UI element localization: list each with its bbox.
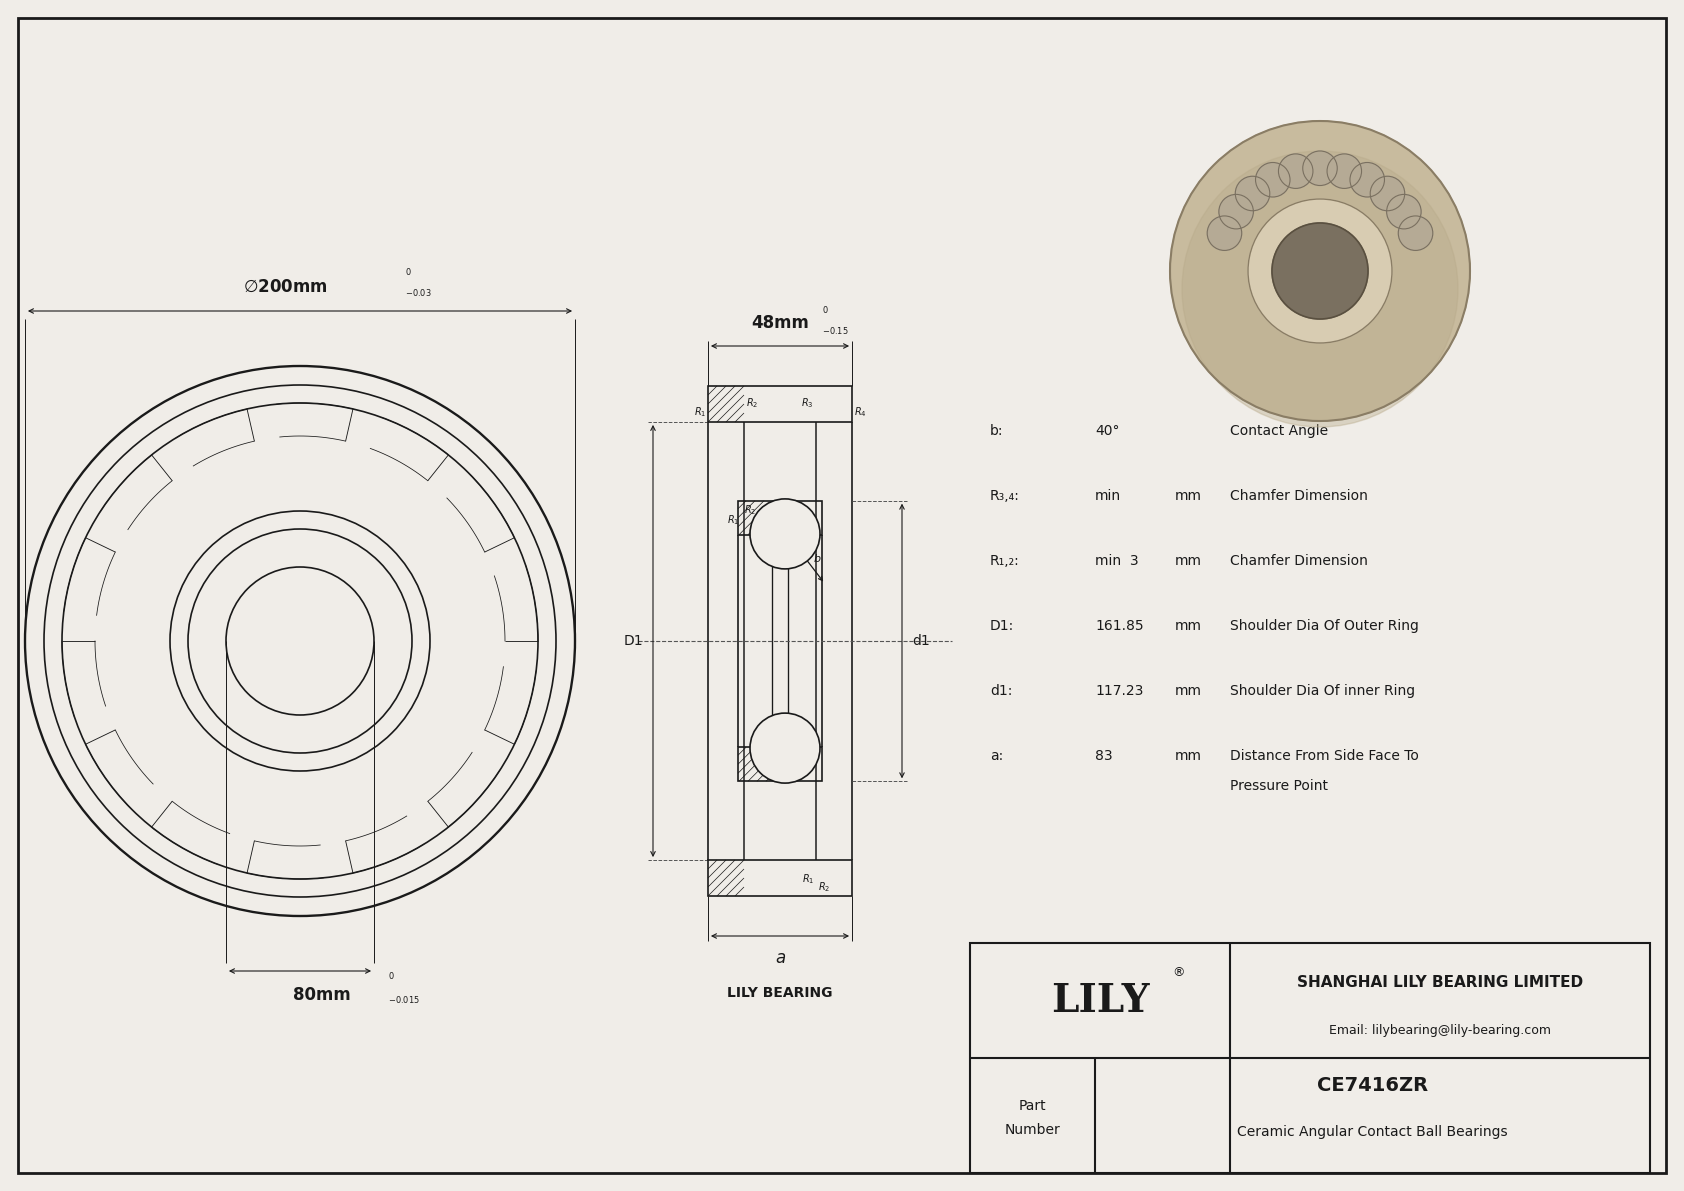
Text: mm: mm xyxy=(1175,490,1202,503)
Circle shape xyxy=(1170,121,1470,420)
Text: mm: mm xyxy=(1175,554,1202,568)
Text: $_{-0.15}$: $_{-0.15}$ xyxy=(822,324,849,337)
Text: 48mm: 48mm xyxy=(751,314,808,332)
Circle shape xyxy=(1248,199,1393,343)
Text: $\varnothing$200mm: $\varnothing$200mm xyxy=(242,278,327,297)
Text: mm: mm xyxy=(1175,684,1202,698)
Text: $_{-0.015}$: $_{-0.015}$ xyxy=(387,993,419,1006)
Text: $R_2$: $R_2$ xyxy=(746,397,758,410)
Circle shape xyxy=(1219,194,1253,229)
Text: Number: Number xyxy=(1005,1123,1061,1136)
Bar xyxy=(738,747,822,781)
Circle shape xyxy=(1371,176,1404,211)
Text: Shoulder Dia Of inner Ring: Shoulder Dia Of inner Ring xyxy=(1229,684,1415,698)
Text: min: min xyxy=(1095,490,1122,503)
Circle shape xyxy=(1207,216,1241,250)
Text: 117.23: 117.23 xyxy=(1095,684,1143,698)
Text: a: a xyxy=(775,949,785,967)
Text: $R_2$: $R_2$ xyxy=(818,880,830,893)
Bar xyxy=(707,860,852,896)
Text: $R_2$: $R_2$ xyxy=(744,503,756,517)
Text: Shoulder Dia Of Outer Ring: Shoulder Dia Of Outer Ring xyxy=(1229,619,1420,632)
Text: R₁,₂:: R₁,₂: xyxy=(990,554,1021,568)
Text: $^{0}$: $^{0}$ xyxy=(404,268,413,281)
Text: b:: b: xyxy=(990,424,1004,438)
Circle shape xyxy=(1182,151,1458,428)
Circle shape xyxy=(749,499,820,569)
Text: Contact Angle: Contact Angle xyxy=(1229,424,1329,438)
Text: d1:: d1: xyxy=(990,684,1012,698)
Text: $R_1$: $R_1$ xyxy=(726,513,739,526)
Bar xyxy=(970,943,1650,1173)
Circle shape xyxy=(1351,162,1384,197)
Text: $^{0}$: $^{0}$ xyxy=(387,972,394,985)
Text: $R_4$: $R_4$ xyxy=(854,405,867,419)
Text: b: b xyxy=(813,554,822,563)
Text: $^{0}$: $^{0}$ xyxy=(822,306,829,319)
Text: LILY BEARING: LILY BEARING xyxy=(727,986,834,1000)
Text: SHANGHAI LILY BEARING LIMITED: SHANGHAI LILY BEARING LIMITED xyxy=(1297,974,1583,990)
Text: Part: Part xyxy=(1019,1099,1046,1112)
Text: ®: ® xyxy=(1172,966,1184,979)
Bar xyxy=(738,500,822,535)
Text: D1: D1 xyxy=(623,634,643,648)
Text: Distance From Side Face To: Distance From Side Face To xyxy=(1229,749,1420,763)
Circle shape xyxy=(749,713,820,784)
Circle shape xyxy=(1303,151,1337,186)
Text: 83: 83 xyxy=(1095,749,1113,763)
Text: a:: a: xyxy=(990,749,1004,763)
Text: mm: mm xyxy=(1175,619,1202,632)
Text: $R_3$: $R_3$ xyxy=(802,397,813,410)
Text: $R_1$: $R_1$ xyxy=(694,405,706,419)
Text: 40°: 40° xyxy=(1095,424,1120,438)
Circle shape xyxy=(1386,194,1421,229)
Text: Chamfer Dimension: Chamfer Dimension xyxy=(1229,554,1367,568)
Text: LILY: LILY xyxy=(1051,981,1148,1019)
Circle shape xyxy=(1327,154,1362,188)
Text: Ceramic Angular Contact Ball Bearings: Ceramic Angular Contact Ball Bearings xyxy=(1238,1124,1507,1139)
Text: min  3: min 3 xyxy=(1095,554,1138,568)
Text: Chamfer Dimension: Chamfer Dimension xyxy=(1229,490,1367,503)
Circle shape xyxy=(1256,162,1290,197)
Text: $R_1$: $R_1$ xyxy=(802,872,813,886)
Text: mm: mm xyxy=(1175,749,1202,763)
Text: R₃,₄:: R₃,₄: xyxy=(990,490,1021,503)
Text: Pressure Point: Pressure Point xyxy=(1229,779,1329,793)
Circle shape xyxy=(1236,176,1270,211)
Circle shape xyxy=(1278,154,1314,188)
Text: 161.85: 161.85 xyxy=(1095,619,1143,632)
Text: 80mm: 80mm xyxy=(293,986,350,1004)
Circle shape xyxy=(1271,223,1367,319)
Text: d1: d1 xyxy=(913,634,930,648)
Text: Email: lilybearing@lily-bearing.com: Email: lilybearing@lily-bearing.com xyxy=(1329,1024,1551,1037)
Text: CE7416ZR: CE7416ZR xyxy=(1317,1077,1428,1095)
Circle shape xyxy=(1398,216,1433,250)
Text: $_{-0.03}$: $_{-0.03}$ xyxy=(404,286,431,299)
Text: D1:: D1: xyxy=(990,619,1014,632)
Bar xyxy=(707,386,852,422)
